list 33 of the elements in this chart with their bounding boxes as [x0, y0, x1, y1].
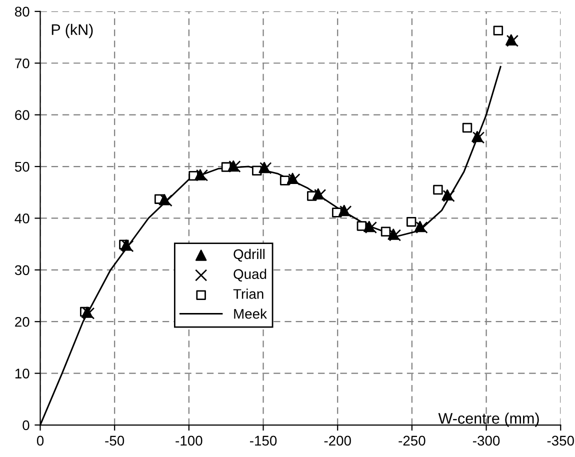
x-tick-label: -250 — [398, 436, 426, 446]
point — [280, 176, 290, 186]
x-tick-label: -50 — [105, 436, 124, 446]
x-tick-label: -350 — [547, 436, 574, 446]
point — [433, 184, 443, 195]
point — [493, 26, 504, 36]
legend-label: Trian — [233, 288, 264, 299]
y-tick-label: 40 — [14, 214, 30, 224]
y-tick-label: 10 — [15, 368, 30, 378]
y-axis-title: P (kN) — [52, 24, 93, 38]
x-tick-label: -200 — [324, 436, 351, 446]
y-tick-label: 20 — [15, 316, 30, 327]
y-tick-label: 50 — [14, 162, 30, 172]
point — [380, 226, 391, 237]
y-tick-label: 30 — [14, 265, 30, 276]
point — [406, 216, 416, 227]
y-tick-label: 60 — [15, 110, 30, 120]
point — [356, 221, 367, 231]
point — [196, 169, 208, 182]
point — [388, 229, 402, 242]
point — [462, 122, 472, 133]
point — [314, 188, 326, 202]
x-tick-label: 0 — [36, 436, 44, 446]
y-tick-label: 0 — [22, 420, 30, 430]
y-tick-label: 80 — [14, 6, 30, 17]
x-tick-label: -100 — [176, 436, 202, 446]
x-axis-title: W-centre (mm) — [438, 412, 539, 427]
y-tick-label: 70 — [15, 58, 30, 68]
legend-label: Qdrill — [234, 248, 264, 262]
x-tick-label: -300 — [473, 436, 500, 446]
x-tick-label: -150 — [250, 436, 277, 446]
legend-label: Quad — [234, 268, 266, 282]
legend-label: Meek — [234, 308, 267, 319]
